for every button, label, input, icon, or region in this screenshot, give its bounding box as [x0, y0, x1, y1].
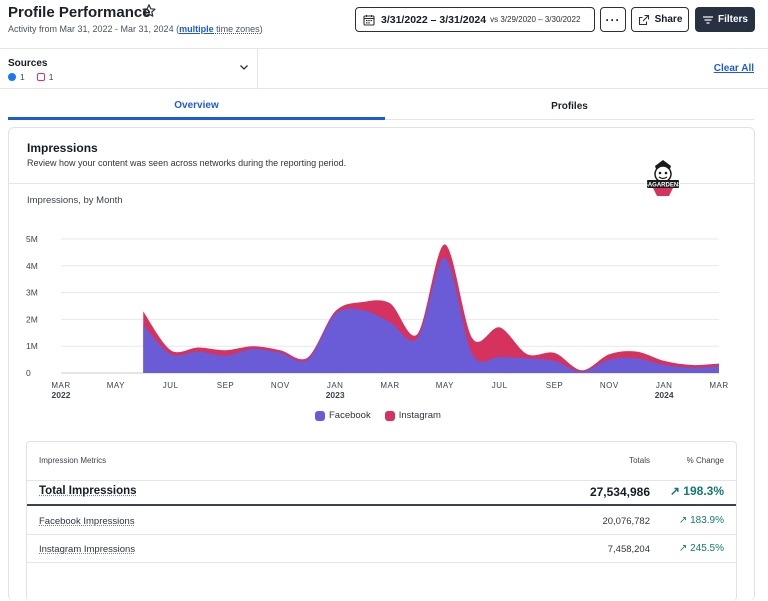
total-impressions-label[interactable]: Total Impressions [39, 485, 137, 497]
page-header: Profile Performance Activity from Mar 31… [0, 0, 768, 48]
page-title: Profile Performance [8, 4, 151, 21]
tab-overview[interactable]: Overview [8, 94, 385, 120]
activity-prefix: Activity from Mar 31, 2022 - Mar 31, 202… [8, 24, 180, 34]
filters-label: Filters [717, 14, 748, 25]
activity-suffix: time zones) [213, 24, 263, 34]
impressions-card: Impressions Review how your content was … [8, 127, 755, 601]
total-impressions-change: ↗ 198.3% [669, 484, 724, 498]
card-description: Review how your content was seen across … [27, 158, 347, 168]
facebook-impressions-value: 20,076,782 [602, 516, 650, 527]
share-icon [638, 14, 649, 25]
svg-text:SAGARDENS: SAGARDENS [644, 183, 682, 189]
table-row-facebook-impressions: Facebook Impressions 20,076,782 ↗ 183.9% [27, 507, 736, 535]
facebook-count: 1 [20, 72, 25, 82]
legend-item-instagram[interactable]: Instagram [384, 410, 441, 421]
legend-swatch-facebook [315, 410, 325, 421]
chevron-down-icon[interactable] [239, 63, 249, 71]
brand-logo: SAGARDENS [644, 160, 682, 196]
instagram-impressions-change: ↗ 245.5% [678, 543, 724, 554]
legend-item-facebook[interactable]: Facebook [315, 410, 371, 421]
share-button[interactable]: Share [631, 7, 689, 32]
filter-icon [702, 15, 713, 24]
sources-label: Sources [8, 58, 48, 69]
clear-all-link[interactable]: Clear All [713, 63, 754, 74]
instagram-icon [36, 73, 45, 81]
favorite-star-icon[interactable] [141, 3, 157, 19]
date-range-label: 3/31/2022 – 3/31/2024 [381, 13, 487, 26]
tab-profiles[interactable]: Profiles [385, 94, 754, 120]
arrow-up-right-icon: ↗ [669, 484, 684, 498]
time-zones-link[interactable]: multiple [179, 24, 214, 34]
filters-button[interactable]: Filters [695, 7, 755, 32]
instagram-impressions-value: 7,458,204 [607, 544, 650, 555]
compare-range-label: vs 3/29/2020 – 3/30/2022 [490, 15, 581, 24]
table-row-total-impressions: Total Impressions 27,534,986 ↗ 198.3% [27, 480, 736, 506]
chart-legend: Facebook Instagram [315, 410, 441, 421]
total-impressions-value: 27,534,986 [589, 485, 650, 499]
metrics-header-label: Impression Metrics [39, 456, 107, 465]
activity-range-text: Activity from Mar 31, 2022 - Mar 31, 202… [8, 24, 263, 34]
metrics-header-totals: Totals [629, 456, 650, 465]
legend-label-facebook: Facebook [329, 410, 371, 421]
legend-swatch-instagram [384, 410, 395, 421]
legend-label-instagram: Instagram [398, 410, 441, 421]
instagram-impressions-label[interactable]: Instagram Impressions [39, 544, 136, 555]
facebook-impressions-label[interactable]: Facebook Impressions [39, 516, 135, 527]
source-counts: 1 1 [8, 72, 53, 82]
share-label: Share [654, 14, 683, 25]
table-row-instagram-impressions: Instagram Impressions 7,458,204 ↗ 245.5% [27, 535, 736, 563]
facebook-icon [8, 73, 16, 81]
card-title: Impressions [27, 141, 98, 155]
more-options-button[interactable]: ··· [600, 7, 626, 32]
impression-metrics-table: Impression Metrics Totals % Change Total… [26, 441, 737, 601]
view-tabs: Overview Profiles [8, 94, 754, 120]
arrow-up-right-icon: ↗ [678, 515, 691, 526]
chart-subtitle: Impressions, by Month [27, 195, 123, 206]
metrics-header-change: % Change [686, 456, 724, 465]
calendar-icon [363, 14, 375, 26]
sources-bar: Sources 1 1 Clear All [0, 48, 768, 89]
date-range-button[interactable]: 3/31/2022 – 3/31/2024 vs 3/29/2020 – 3/3… [355, 7, 595, 32]
instagram-count: 1 [48, 72, 54, 82]
card-divider [9, 183, 754, 184]
facebook-impressions-change: ↗ 183.9% [678, 515, 724, 526]
sources-dropdown[interactable]: Sources 1 1 [0, 49, 258, 88]
arrow-up-right-icon: ↗ [678, 543, 691, 554]
